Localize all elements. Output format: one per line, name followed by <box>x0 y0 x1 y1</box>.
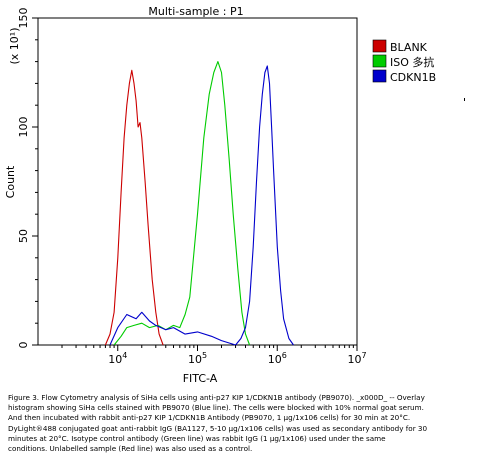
legend-swatch <box>372 54 387 68</box>
legend-label: BLANK <box>390 41 428 54</box>
y-tick-label: 0 <box>17 342 30 349</box>
caption-line: Figure 3. Flow Cytometry analysis of SiH… <box>8 393 425 402</box>
y-axis-label: Count <box>4 165 17 198</box>
x-tick-label: 107 <box>347 351 366 366</box>
x-axis: 104 105 106 107 <box>61 345 367 366</box>
caption-line: conditions. Unlabelled sample (Red line)… <box>8 444 253 454</box>
x-axis-label: FITC-A <box>183 372 218 385</box>
caption-line: DyLight®488 conjugated goat anti-rabbit … <box>8 423 428 433</box>
y-tick-label: 50 <box>17 229 30 243</box>
y-tick-label: 100 <box>17 117 30 138</box>
legend-swatch <box>372 69 387 83</box>
legend-swatch <box>372 39 387 53</box>
histogram-curves <box>104 61 294 346</box>
caption-line: And then incubated with rabbit anti-p27 … <box>8 413 411 423</box>
legend-label: ISO 多抗 <box>390 55 434 69</box>
legend-label: CDKN1B <box>390 71 436 84</box>
flow-cytometry-chart: Multi-sample : P1 104 105 106 107 0 50 100 150… <box>4 5 465 385</box>
caption-line: minutes at 20°C. Isotype control antibod… <box>8 433 386 443</box>
caption-line: histogram showing SiHa cells stained wit… <box>8 403 424 413</box>
series-line <box>109 65 294 346</box>
series-line <box>104 69 164 346</box>
y-tick-label: 150 <box>17 8 30 29</box>
x-tick-label: 105 <box>188 351 207 366</box>
series-line <box>113 61 251 346</box>
y-multiplier-label: (x 10¹) <box>8 28 21 65</box>
plot-frame <box>37 17 358 346</box>
stray-mark <box>464 98 465 101</box>
x-tick-label: 106 <box>268 351 287 366</box>
chart-title: Multi-sample : P1 <box>148 5 243 18</box>
figure-caption: Figure 3. Flow Cytometry analysis of SiH… <box>8 393 492 454</box>
x-tick-label: 104 <box>108 351 127 366</box>
y-axis: 0 50 100 150 <box>17 8 38 349</box>
